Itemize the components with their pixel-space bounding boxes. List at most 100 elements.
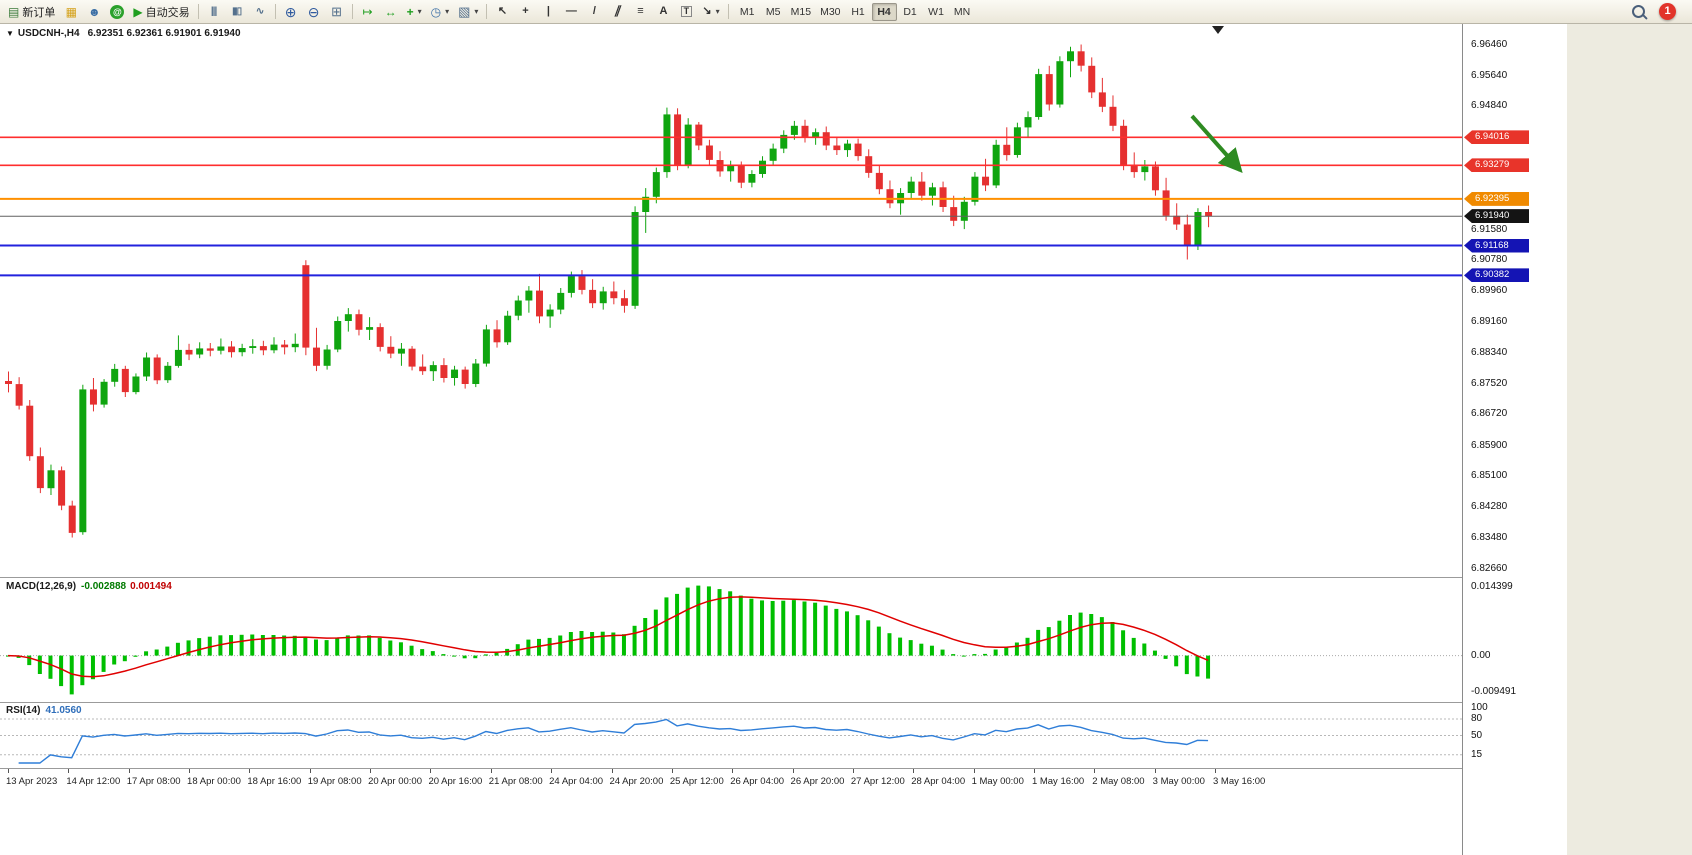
price-badge: 6.90382 [1464,268,1529,283]
auto-trading-icon: ▶ [133,4,143,19]
time-label: 20 Apr 00:00 [368,776,422,787]
rsi-axis-label: 100 [1471,702,1488,713]
new-order-button[interactable]: ▤ 新订单 [4,2,59,22]
auto-trading-button[interactable]: ▶ 自动交易 [129,2,193,22]
toolbar-separator [351,4,353,19]
price-scale[interactable]: 6.96460 6.95640 6.94840 6.91580 6.90780 6.899… [1462,24,1567,855]
new-order-label: 新订单 [22,6,56,19]
macd-panel-canvas[interactable] [0,578,1462,702]
toolbar-separator [486,4,488,19]
price-badge: 6.93279 [1464,158,1529,173]
template-button[interactable]: ▧ ▾ [454,2,482,22]
text-tool-button[interactable]: A [652,2,674,22]
add-indicator-button[interactable]: + ▾ [403,2,426,22]
arrows-shapes-icon: ↘ [702,5,712,17]
time-label: 24 Apr 04:00 [549,776,604,787]
macd-axis-max: 0.014399 [1471,581,1513,592]
time-tick [128,769,130,773]
vline-tool-button[interactable]: | [537,2,559,22]
time-tick [671,769,673,773]
timeframe-button-d1[interactable]: D1 [898,3,923,21]
fibonacci-tool-button[interactable]: ≡ [629,2,651,22]
trend-arrow[interactable] [1190,114,1243,173]
time-label: 3 May 00:00 [1152,776,1205,787]
time-label: 19 Apr 08:00 [307,776,362,787]
cursor-tool-button[interactable]: ↖ [491,2,513,22]
candles-layer [5,44,1213,538]
time-label: 25 Apr 12:00 [669,776,724,787]
rsi-title: RSI(14) [6,705,41,716]
time-label: 1 May 00:00 [971,776,1024,787]
panel-divider[interactable] [0,702,1566,703]
tile-windows-button[interactable]: ⊞ [326,2,348,22]
collapse-triangle-icon[interactable]: ▼ [6,29,14,38]
time-label: 26 Apr 04:00 [730,776,785,787]
time-tick [68,769,70,773]
price-tick: 6.83480 [1471,531,1508,543]
price-tick: 6.91580 [1471,223,1508,235]
timeframe-button-m1[interactable]: M1 [735,3,760,21]
data-window-button[interactable]: ☻ [83,2,105,22]
time-label: 28 Apr 04:00 [911,776,966,787]
timeframe-button-m5[interactable]: M5 [761,3,786,21]
price-badge: 6.91940 [1464,209,1529,224]
zoom-out-icon: ⊖ [307,3,320,20]
price-tick: 6.87520 [1471,378,1508,390]
rsi-value: 41.0560 [45,705,82,716]
trendline-tool-button[interactable]: / [583,2,605,22]
timeframe-button-mn[interactable]: MN [950,3,975,21]
auto-scroll-button[interactable]: ↦ [357,2,379,22]
macd-signal-line [7,596,1209,678]
time-tick [852,769,854,773]
time-tick [1033,769,1035,773]
bar-chart-icon: ||| [210,5,217,17]
hline-tool-button[interactable]: — [560,2,582,22]
timeframe-button-h4[interactable]: H4 [871,2,897,21]
price-tick: 6.89960 [1471,285,1508,297]
time-label: 20 Apr 16:00 [428,776,483,787]
price-badge: 6.91168 [1464,238,1529,253]
horizontal-line-icon: — [565,5,577,17]
chevron-down-icon: ▾ [445,7,450,16]
chart-window-usdcnh: ▼ USDCNH-,H4 6.92351 6.92361 6.91901 6.919… [0,24,1567,855]
shapes-tool-button[interactable]: ↘ ▾ [698,2,723,22]
notification-badge[interactable]: 1 [1659,3,1676,20]
timeframe-button-h1[interactable]: H1 [846,3,871,21]
price-chart-canvas[interactable] [0,24,1462,577]
symbol-period-label: USDCNH-,H4 [17,28,80,39]
time-tick [913,769,915,773]
time-tick [189,769,191,773]
zoom-out-button[interactable]: ⊖ [303,2,325,22]
rsi-panel-canvas[interactable] [0,703,1462,768]
search-button[interactable] [1627,2,1649,22]
line-chart-button[interactable]: ∿ [249,2,271,22]
time-label: 26 Apr 20:00 [790,776,845,787]
crosshair-tool-button[interactable]: + [514,2,536,22]
search-icon [1631,5,1645,18]
macd-label: MACD(12,26,9) -0.002888 0.001494 [6,581,172,592]
time-axis[interactable]: 13 Apr 2023 14 Apr 12:00 17 Apr 08:00 18 Ap… [0,769,1462,795]
market-watch-button[interactable]: ▦ [60,2,82,22]
time-label: 3 May 16:00 [1213,776,1266,787]
bar-chart-button[interactable]: ||| [203,2,225,22]
time-label: 21 Apr 08:00 [488,776,543,787]
chart-shift-marker[interactable] [1212,26,1224,34]
chart-shift-button[interactable]: ↔ [380,2,402,22]
label-tool-button[interactable]: T [675,2,697,22]
time-tick [249,769,251,773]
chart-shift-icon: ↔ [384,4,397,19]
channel-tool-button[interactable]: ∥ [606,2,628,22]
candlestick-chart-button[interactable]: ▮▯ [226,2,248,22]
time-label: 18 Apr 16:00 [247,776,302,787]
template-icon: ▧ [458,4,471,19]
candlestick-chart-icon: ▮▯ [232,5,242,17]
timeframe-button-m15[interactable]: M15 [787,3,815,21]
market-watch-icon: ▦ [65,4,78,19]
timeframe-button-m30[interactable]: M30 [816,3,844,21]
zoom-in-button[interactable]: ⊕ [280,2,302,22]
panel-divider[interactable] [0,577,1566,578]
timeframe-button-w1[interactable]: W1 [924,3,949,21]
auto-trading-label: 自动交易 [145,6,190,19]
navigator-button[interactable]: @ [106,2,128,22]
period-button[interactable]: ◷ ▾ [427,2,454,22]
